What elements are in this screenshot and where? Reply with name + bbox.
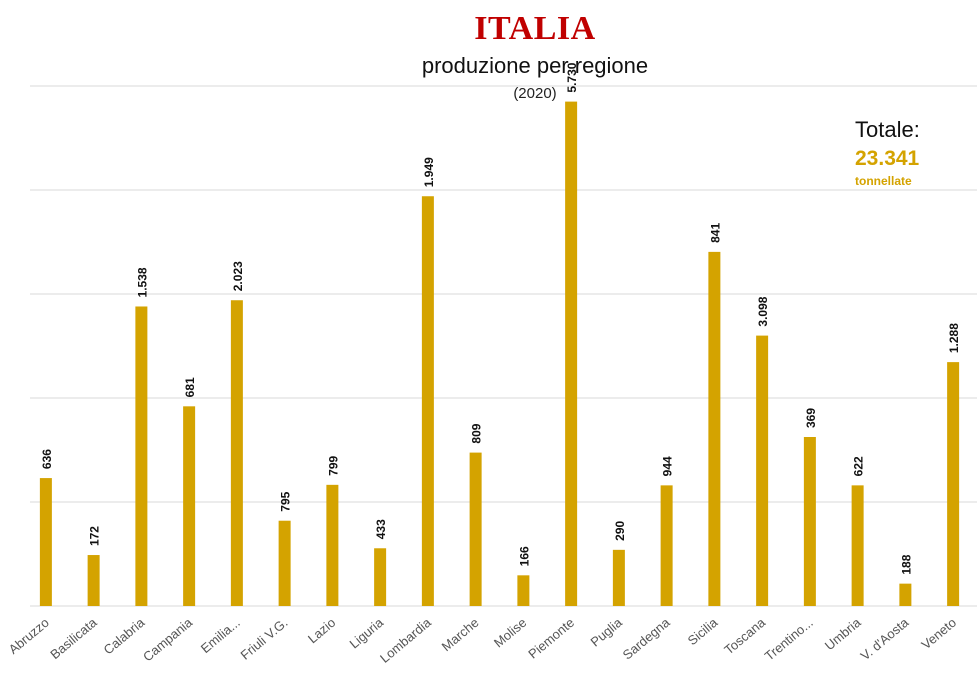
- category-label-10: Molise: [491, 615, 529, 651]
- category-label-12: Puglia: [587, 614, 625, 649]
- bar-14: [708, 251, 721, 606]
- category-label-14: Sicilia: [685, 614, 721, 648]
- bar-6: [326, 484, 339, 606]
- data-label-17: 622: [852, 456, 866, 476]
- chart-year: (2020): [513, 85, 557, 102]
- total-label: Totale:: [855, 117, 920, 142]
- category-label-8: Lombardia: [377, 614, 434, 665]
- bar-3: [183, 406, 196, 606]
- bar-17: [851, 485, 864, 606]
- category-label-15: Toscana: [721, 614, 768, 657]
- chart-title: ITALIA: [474, 10, 596, 47]
- data-label-10: 166: [517, 546, 531, 566]
- data-label-5: 795: [279, 491, 293, 511]
- data-label-4: 2.023: [231, 261, 245, 291]
- bar-12: [612, 549, 625, 606]
- bar-5: [278, 520, 291, 606]
- category-label-1: Basilicata: [47, 614, 100, 662]
- category-label-11: Piemonte: [525, 615, 577, 662]
- bar-8: [421, 196, 434, 607]
- bar-10: [517, 575, 530, 606]
- category-label-16: Trentino...: [762, 615, 816, 664]
- bar-0: [39, 478, 52, 606]
- data-label-0: 636: [40, 449, 54, 469]
- data-label-1: 172: [88, 526, 102, 546]
- bar-4: [230, 300, 243, 606]
- total-box: Totale: 23.341 tonnellate: [855, 117, 965, 188]
- bar-9: [469, 452, 482, 606]
- category-label-18: V. d'Aosta: [857, 614, 911, 663]
- data-label-13: 944: [661, 456, 675, 476]
- data-label-19: 1.288: [947, 323, 961, 353]
- data-label-8: 1.949: [422, 157, 436, 187]
- data-label-15: 3.098: [756, 296, 770, 326]
- total-unit: tonnellate: [855, 174, 912, 188]
- bar-13: [660, 485, 673, 606]
- data-label-6: 799: [326, 455, 340, 475]
- category-label-2: Calabria: [101, 614, 148, 657]
- category-label-9: Marche: [439, 615, 482, 654]
- data-label-14: 841: [708, 223, 722, 243]
- data-label-16: 369: [804, 408, 818, 428]
- category-label-19: Veneto: [918, 615, 959, 653]
- bar-15: [756, 335, 769, 606]
- data-label-7: 433: [374, 519, 388, 539]
- category-label-6: Lazio: [305, 615, 338, 646]
- category-label-17: Umbria: [822, 614, 864, 653]
- category-label-13: Sardegna: [620, 614, 673, 662]
- bar-18: [899, 583, 912, 606]
- data-label-3: 681: [183, 377, 197, 397]
- data-label-11: 5.730: [565, 62, 579, 92]
- bar-2: [135, 306, 148, 606]
- category-label-4: Emilia...: [198, 615, 243, 656]
- category-label-0: Abruzzo: [6, 615, 52, 657]
- data-label-18: 188: [899, 554, 913, 574]
- bar-19: [947, 362, 960, 606]
- chart-subtitle: produzione per regione: [421, 53, 649, 78]
- bar-1: [87, 555, 100, 606]
- category-label-7: Liguria: [347, 614, 387, 651]
- data-label-12: 290: [613, 520, 627, 540]
- bar-16: [803, 437, 816, 606]
- data-label-2: 1.538: [135, 267, 149, 297]
- category-label-5: Friuli V.G.: [238, 615, 291, 663]
- bar-11: [565, 101, 578, 606]
- category-label-3: Campania: [140, 614, 196, 664]
- bar-7: [374, 548, 387, 606]
- total-value: 23.341: [855, 147, 920, 170]
- data-label-9: 809: [470, 423, 484, 443]
